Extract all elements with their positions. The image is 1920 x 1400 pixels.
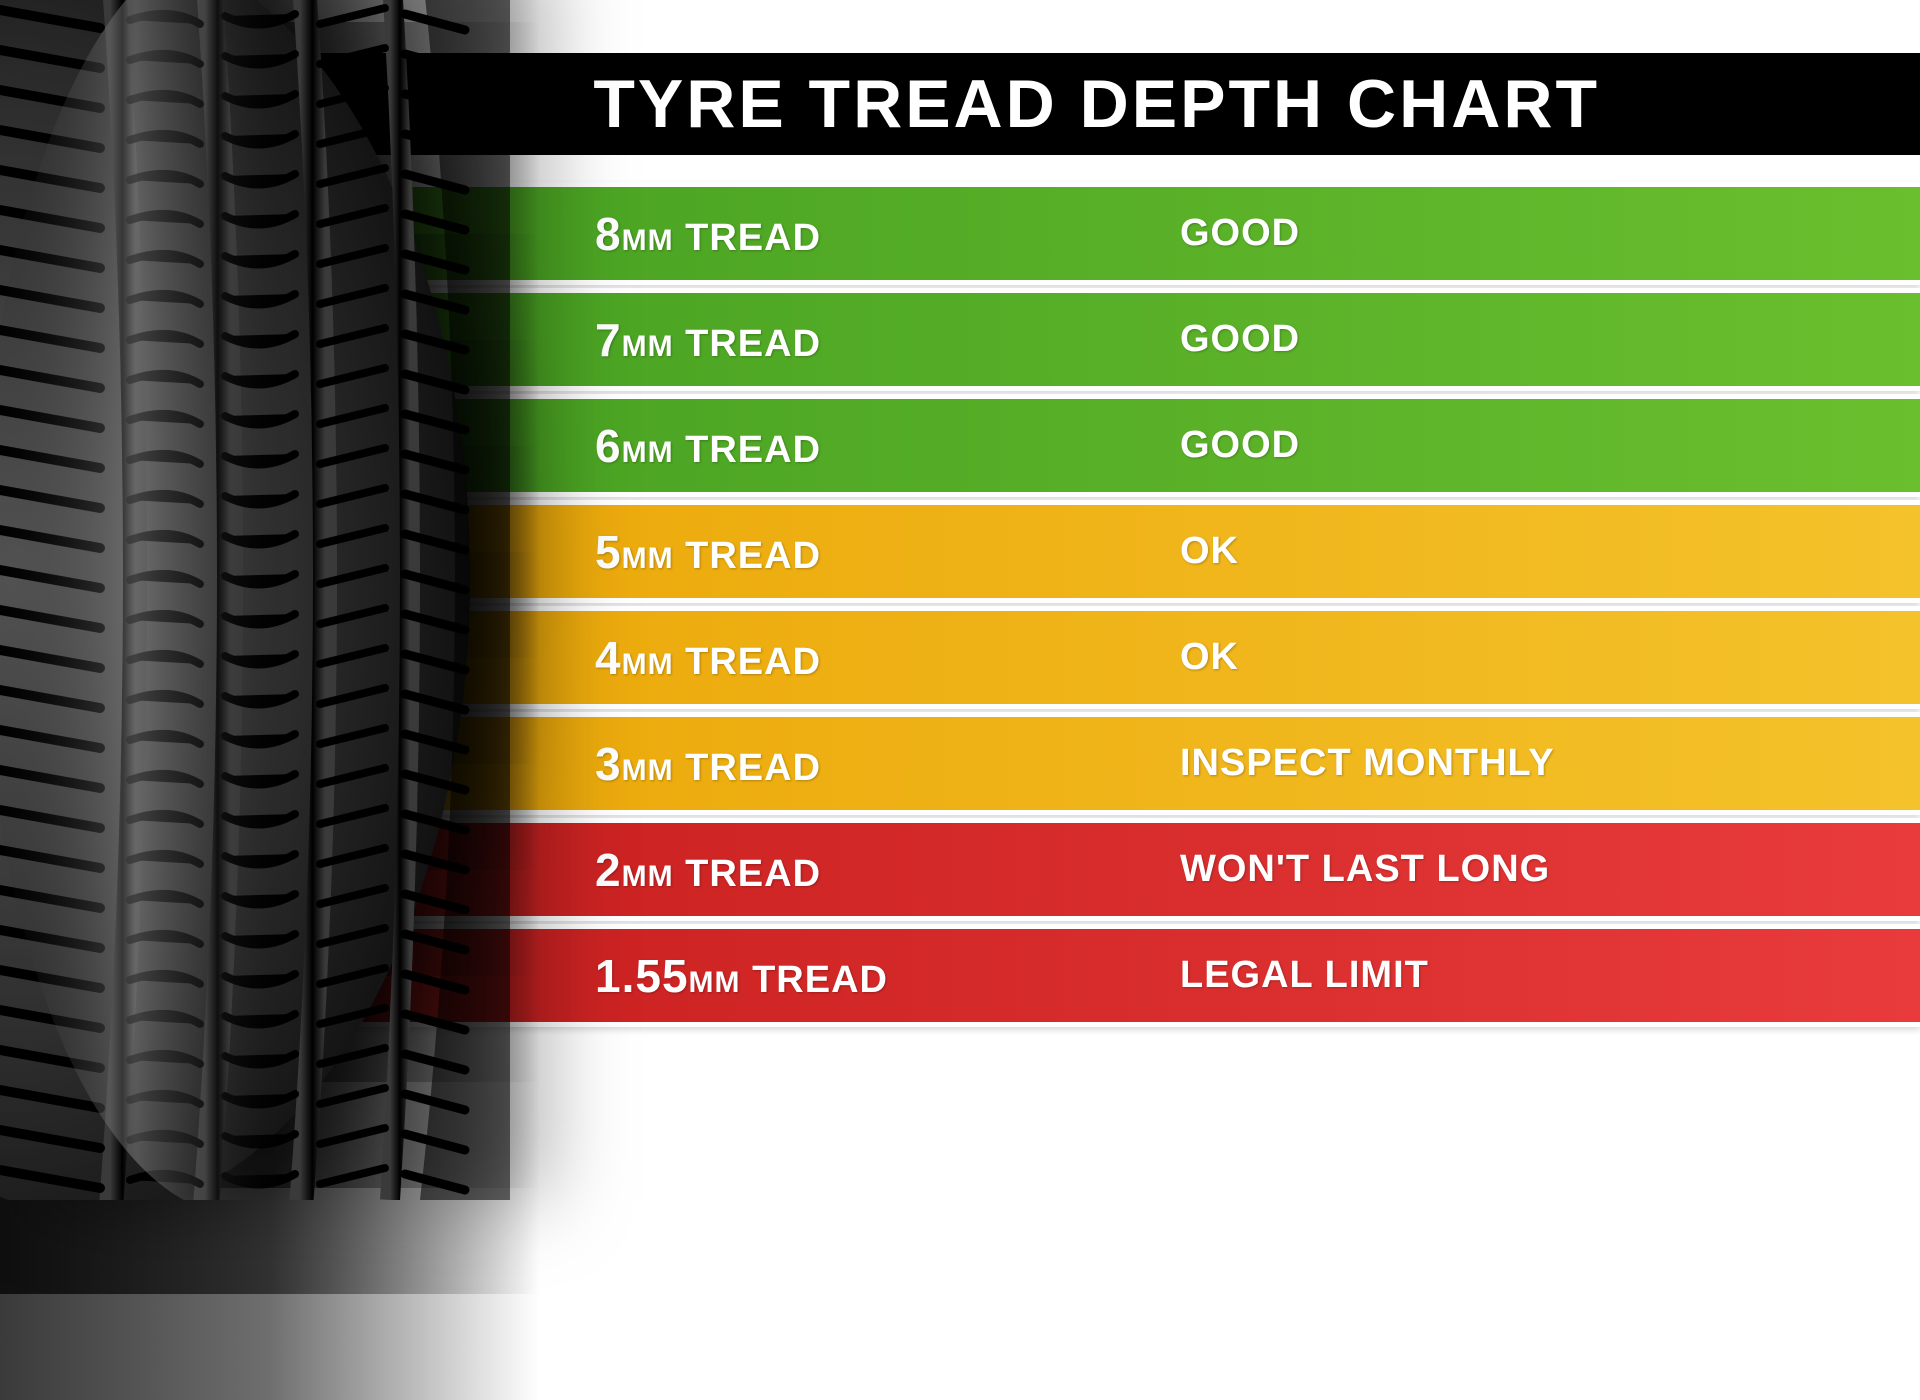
tread-status: WON'T LAST LONG — [1180, 848, 1550, 891]
tread-depth-word: TREAD — [685, 853, 821, 895]
tread-depth-unit: MM — [622, 224, 674, 257]
tread-depth-value: 5 — [595, 526, 622, 578]
tread-depth-value: 7 — [595, 314, 622, 366]
tread-depth-value: 6 — [595, 420, 622, 472]
tread-status: INSPECT MONTHLY — [1180, 742, 1555, 785]
tread-depth-word: TREAD — [752, 959, 888, 1001]
chart-title: TYRE TREAD DEPTH CHART — [593, 65, 1600, 143]
tread-depth-word: TREAD — [685, 323, 821, 365]
tread-status: GOOD — [1180, 424, 1300, 467]
tread-status: GOOD — [1180, 212, 1300, 255]
tread-depth-word: TREAD — [685, 535, 821, 577]
tread-depth-label: 3MM TREAD — [595, 737, 821, 791]
tread-depth-label: 8MM TREAD — [595, 207, 821, 261]
tread-depth-value: 4 — [595, 632, 622, 684]
tread-status: GOOD — [1180, 318, 1300, 361]
tread-depth-value: 8 — [595, 208, 622, 260]
tread-depth-word: TREAD — [685, 429, 821, 471]
tread-depth-word: TREAD — [685, 641, 821, 683]
tread-status: LEGAL LIMIT — [1180, 954, 1429, 997]
tread-depth-unit: MM — [622, 860, 674, 893]
tread-depth-word: TREAD — [685, 747, 821, 789]
tread-depth-unit: MM — [622, 330, 674, 363]
tread-depth-unit: MM — [622, 436, 674, 469]
tread-status: OK — [1180, 530, 1239, 573]
tread-depth-label: 7MM TREAD — [595, 313, 821, 367]
tread-depth-unit: MM — [622, 542, 674, 575]
tread-depth-word: TREAD — [685, 217, 821, 259]
tread-depth-label: 6MM TREAD — [595, 419, 821, 473]
tread-depth-value: 2 — [595, 844, 622, 896]
tread-depth-unit: MM — [622, 648, 674, 681]
tread-depth-label: 5MM TREAD — [595, 525, 821, 579]
tread-depth-unit: MM — [689, 966, 741, 999]
tread-status: OK — [1180, 636, 1239, 679]
tread-depth-label: 4MM TREAD — [595, 631, 821, 685]
tyre-illustration — [0, 0, 510, 1200]
tread-depth-label: 1.55MM TREAD — [595, 949, 888, 1003]
tread-depth-unit: MM — [622, 754, 674, 787]
tread-depth-value: 3 — [595, 738, 622, 790]
tread-depth-value: 1.55 — [595, 950, 689, 1002]
tread-depth-label: 2MM TREAD — [595, 843, 821, 897]
